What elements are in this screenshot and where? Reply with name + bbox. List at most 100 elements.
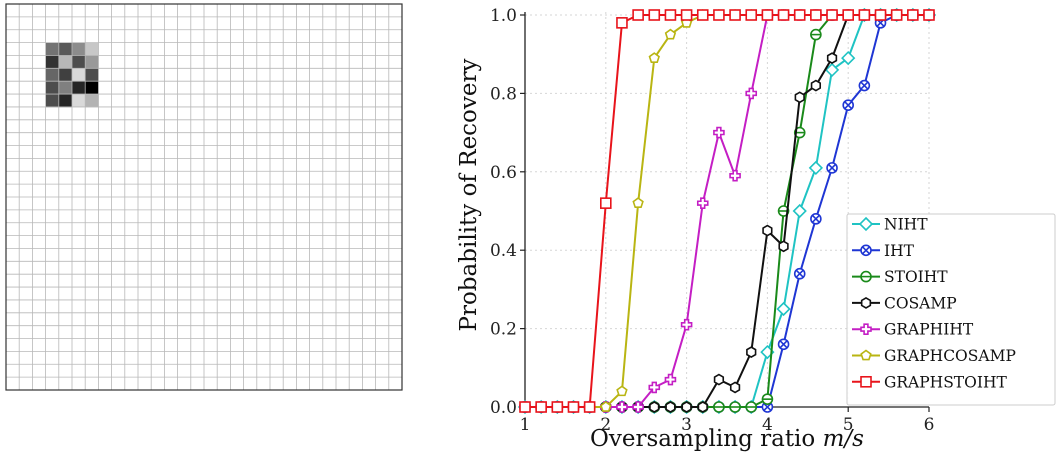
data-point [697, 401, 708, 413]
legend-box [846, 213, 1056, 406]
data-point [616, 17, 628, 29]
data-point [824, 62, 840, 78]
data-point [664, 28, 677, 40]
legend-item-niht: NIHT [852, 216, 928, 234]
grid-cell [45, 94, 60, 108]
data-point [616, 385, 628, 397]
legend-item-stoiht: STOIHT [852, 268, 948, 286]
y-tick-label: 0.4 [490, 241, 517, 261]
grid-cell [72, 68, 86, 82]
legend-label: GRAPHSTOIHT [884, 373, 1007, 391]
data-point [729, 381, 741, 394]
legend-swatch-marker [860, 349, 872, 361]
grid-cell [85, 94, 99, 108]
x-tick-label: 1 [520, 415, 531, 435]
y-tick-label: 0.6 [490, 163, 517, 183]
legend-swatch-marker [860, 323, 872, 336]
x-tick-label: 2 [600, 415, 611, 435]
y-tick-label: 1.0 [490, 6, 517, 26]
data-point [648, 9, 661, 21]
legend-label: GRAPHIHT [884, 321, 974, 339]
y-tick-label: 0.8 [490, 84, 517, 104]
legend-swatch-marker [860, 244, 872, 257]
grid-cell [45, 55, 60, 69]
data-point [777, 9, 790, 21]
data-point [680, 9, 693, 21]
data-point [519, 401, 531, 413]
y-axis-title: Probability of Recovery [456, 58, 482, 331]
grid-cell [58, 68, 73, 82]
data-point [729, 401, 741, 413]
legend-label: GRAPHCOSAMP [884, 347, 1016, 365]
data-point [858, 9, 871, 21]
grid-cell [45, 68, 60, 82]
data-point [890, 9, 903, 21]
data-point [648, 52, 660, 63]
data-point [810, 28, 822, 41]
data-point [810, 213, 822, 225]
grid-frame [5, 3, 403, 391]
data-point [810, 79, 822, 92]
data-point [616, 401, 628, 413]
data-point [664, 373, 677, 386]
data-point [842, 9, 855, 21]
data-point [664, 9, 677, 21]
x-tick-label: 3 [681, 415, 692, 435]
grid-lines [6, 4, 402, 390]
grid-cell [45, 81, 60, 95]
legend-label: IHT [884, 242, 915, 260]
legend-label: NIHT [884, 216, 928, 234]
y-tick-label: 0.0 [490, 398, 517, 418]
data-point [793, 267, 806, 280]
data-point [648, 381, 661, 394]
data-point [632, 9, 644, 21]
data-point [745, 401, 758, 413]
legend-items: NIHT IHT STOIHT COSAMP GRAPHIHT GRAPHCOSAMP GR… [852, 216, 1016, 391]
data-point [874, 9, 887, 21]
data-point [776, 301, 791, 317]
data-point [583, 401, 596, 413]
data-point [810, 9, 822, 21]
data-point [649, 401, 660, 413]
x-axis-title: Oversampling ratio m/s [590, 426, 864, 452]
data-point [826, 162, 838, 174]
x-tick-label: 4 [762, 415, 773, 435]
grid-cell [72, 94, 86, 108]
legend-item-graphcosamp: GRAPHCOSAMP [852, 347, 1016, 365]
grid-cells [45, 42, 99, 108]
recovery-chart: 1 2 3 4 5 6 0.0 0.2 0.4 0.6 0.8 1.0 Oversampling r… [456, 6, 1056, 452]
data-point [907, 9, 919, 21]
grid-cell [72, 81, 86, 95]
legend-swatch-marker [860, 270, 872, 283]
data-point [729, 169, 741, 182]
data-point [696, 9, 709, 21]
data-point [680, 318, 693, 331]
grid-image-panel [5, 3, 403, 391]
data-point [842, 99, 855, 111]
grid-cell [72, 42, 86, 56]
legend-item-graphstoiht: GRAPHSTOIHT [852, 373, 1007, 391]
x-tick-label: 6 [924, 415, 935, 435]
grid-cell [58, 81, 73, 95]
legend-label: COSAMP [884, 294, 957, 312]
data-point [567, 401, 580, 413]
data-point [713, 126, 725, 139]
grid-cell [45, 42, 60, 56]
legend-item-graphiht: GRAPHIHT [852, 321, 974, 339]
legend-label: STOIHT [884, 268, 948, 286]
grid-cell [58, 42, 73, 56]
data-point [535, 401, 547, 413]
data-point [761, 393, 774, 405]
grid-cell [85, 42, 99, 56]
data-point [745, 9, 758, 21]
data-point [713, 9, 725, 21]
data-point [551, 401, 564, 413]
data-point [762, 224, 773, 237]
data-point [632, 197, 644, 209]
grid-cell [85, 68, 99, 82]
data-point [632, 401, 644, 413]
series-layer [517, 7, 937, 415]
legend-item-iht: IHT [852, 242, 915, 260]
grid-cell [72, 55, 86, 69]
data-point [745, 87, 758, 100]
